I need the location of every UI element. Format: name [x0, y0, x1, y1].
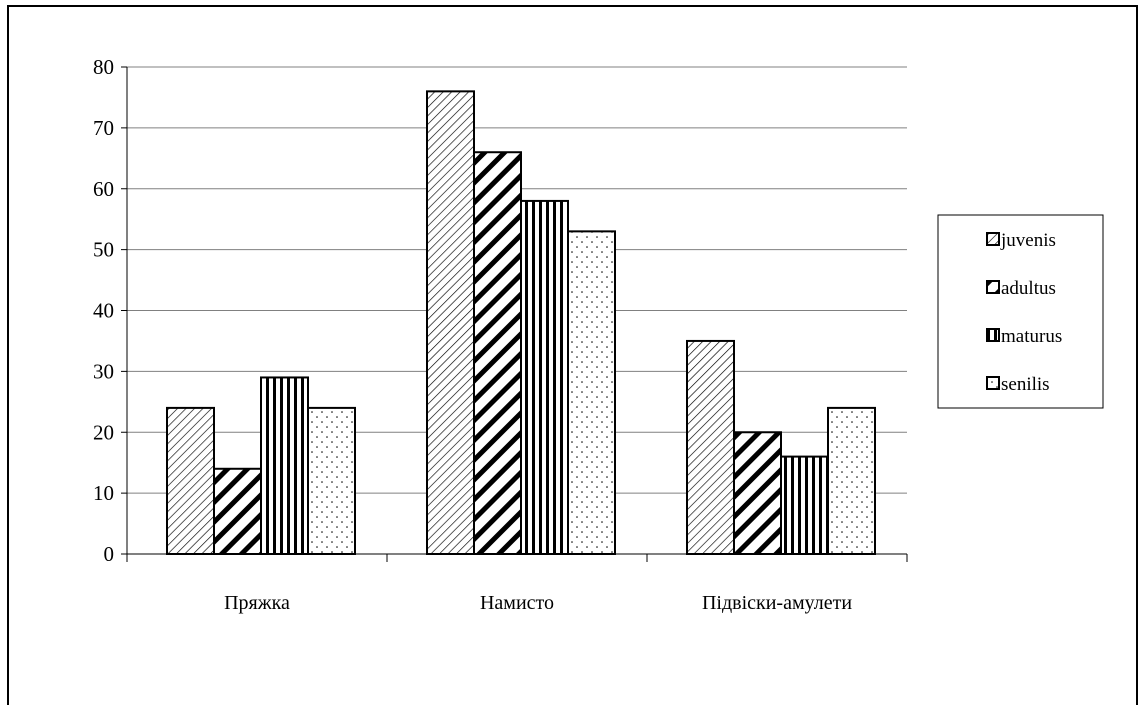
bar-adultus-1 — [473, 151, 522, 555]
bar-senilis-2 — [827, 406, 876, 555]
y-tick-label: 20 — [93, 420, 114, 444]
legend-swatch-maturus — [986, 328, 1000, 342]
y-tick-label: 10 — [93, 481, 114, 505]
bar-juvenis-0 — [166, 406, 215, 555]
y-tick-label: 80 — [93, 55, 114, 79]
legend-box — [937, 214, 1104, 409]
bar-maturus-2 — [780, 455, 829, 556]
bar-maturus-1 — [520, 199, 569, 556]
bar-senilis-0 — [307, 406, 356, 555]
y-tick-label: 60 — [93, 177, 114, 201]
legend-label-senilis: senilis — [1001, 374, 1050, 395]
y-tick-label: 40 — [93, 299, 114, 323]
bar-juvenis-2 — [686, 339, 735, 555]
y-tick-label: 0 — [104, 542, 115, 566]
y-tick-label: 50 — [93, 238, 114, 262]
legend-swatch-senilis — [986, 376, 1000, 390]
legend: juvenis adultus maturus senilis — [937, 214, 1104, 409]
bar-juvenis-1 — [426, 90, 475, 555]
chart-frame — [7, 5, 1138, 705]
x-category-label: Пряжка — [224, 592, 290, 614]
legend-label-maturus: maturus — [1001, 326, 1062, 347]
bar-senilis-1 — [567, 230, 616, 556]
legend-swatch-adultus — [986, 280, 1000, 294]
bar-adultus-2 — [733, 431, 782, 555]
y-tick-label: 70 — [93, 116, 114, 140]
axis-labels: 0 10 20 30 40 50 60 70 80 Пряжка Намисто Підвіски-а… — [93, 55, 852, 614]
legend-label-adultus: adultus — [1001, 278, 1056, 299]
x-category-label: Намисто — [480, 592, 554, 614]
bar-adultus-0 — [213, 467, 262, 555]
legend-label-juvenis: juvenis — [1000, 230, 1056, 251]
y-tick-label: 30 — [93, 359, 114, 383]
x-category-label: Підвіски-амулети — [702, 592, 852, 614]
bar-maturus-0 — [260, 376, 309, 555]
bars — [166, 90, 876, 556]
legend-swatch-juvenis — [986, 232, 1000, 246]
